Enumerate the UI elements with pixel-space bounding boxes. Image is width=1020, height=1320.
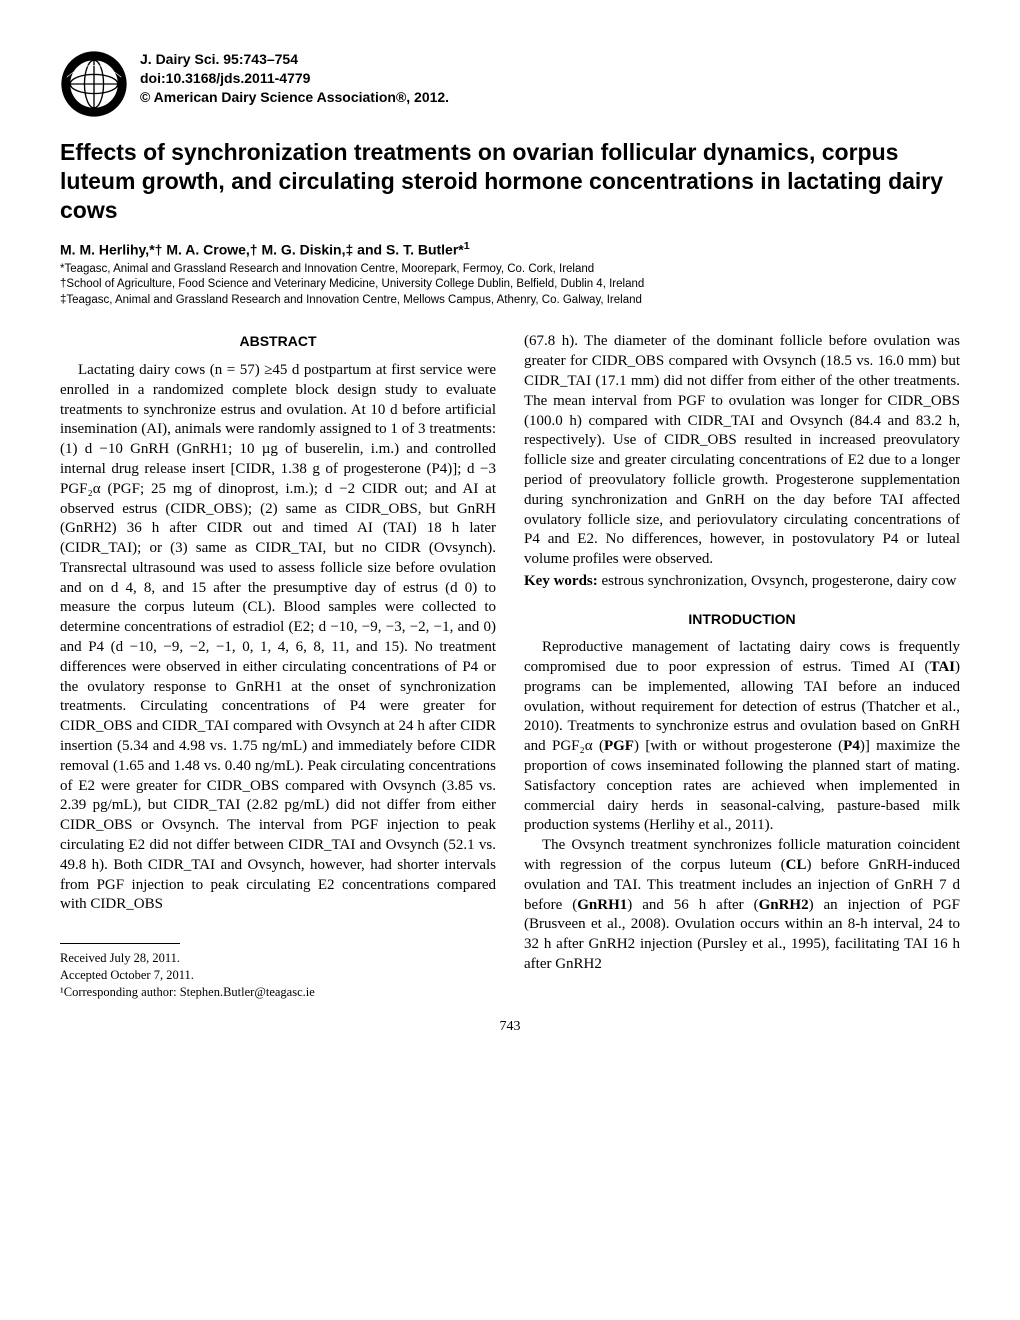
intro-paragraph-1: Reproductive management of lactating dai…: [524, 638, 960, 836]
footnotes: Received July 28, 2011. Accepted October…: [60, 950, 496, 1001]
two-column-body: ABSTRACT Lactating dairy cows (n = 57) ≥…: [60, 332, 960, 1000]
keywords-line: Key words: estrous synchronization, Ovsy…: [524, 572, 960, 592]
keywords-label: Key words:: [524, 573, 598, 589]
affiliation-2: †School of Agriculture, Food Science and…: [60, 277, 960, 293]
intro-paragraph-2: The Ovsynch treatment synchronizes folli…: [524, 836, 960, 975]
header-text: J. Dairy Sci. 95:743–754 doi:10.3168/jds…: [140, 50, 449, 107]
abstract-paragraph-1: Lactating dairy cows (n = 57) ≥45 d post…: [60, 361, 496, 915]
affiliation-1: *Teagasc, Animal and Grassland Research …: [60, 262, 960, 278]
page: J. Dairy Sci. 95:743–754 doi:10.3168/jds…: [0, 0, 1020, 1075]
footnote-separator: [60, 943, 180, 944]
introduction-heading: INTRODUCTION: [524, 610, 960, 628]
journal-line: J. Dairy Sci. 95:743–754: [140, 50, 449, 69]
authors-line: M. M. Herlihy,*† M. A. Crowe,† M. G. Dis…: [60, 240, 960, 258]
corresponding-author: ¹Corresponding author: Stephen.Butler@te…: [60, 984, 496, 1001]
accepted-date: Accepted October 7, 2011.: [60, 967, 496, 984]
right-column: (67.8 h). The diameter of the dominant f…: [524, 332, 960, 1000]
abstract-heading: ABSTRACT: [60, 332, 496, 350]
affiliations: *Teagasc, Animal and Grassland Research …: [60, 262, 960, 309]
header-block: J. Dairy Sci. 95:743–754 doi:10.3168/jds…: [60, 50, 960, 118]
left-column: ABSTRACT Lactating dairy cows (n = 57) ≥…: [60, 332, 496, 1000]
abstract-paragraph-2: (67.8 h). The diameter of the dominant f…: [524, 332, 960, 570]
affiliation-3: ‡Teagasc, Animal and Grassland Research …: [60, 293, 960, 309]
adsa-logo-icon: [60, 50, 128, 118]
keywords-text: estrous synchronization, Ovsynch, proges…: [598, 573, 957, 589]
page-number: 743: [60, 1019, 960, 1035]
received-date: Received July 28, 2011.: [60, 950, 496, 967]
copyright-line: © American Dairy Science Association®, 2…: [140, 88, 449, 107]
article-title: Effects of synchronization treatments on…: [60, 138, 960, 224]
doi-line: doi:10.3168/jds.2011-4779: [140, 69, 449, 88]
